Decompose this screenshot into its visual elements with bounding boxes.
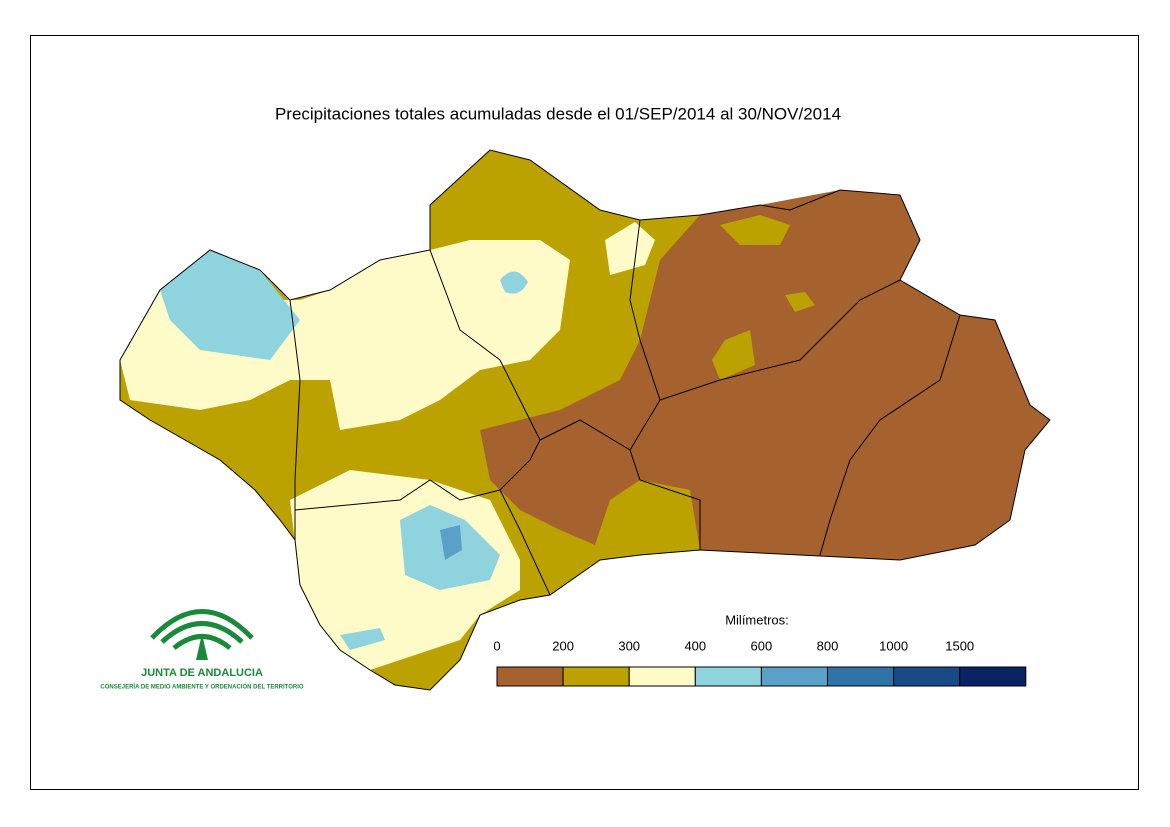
logo: JUNTA DE ANDALUCIA CONSEJERÍA DE MEDIO A… xyxy=(100,609,304,691)
legend-swatch xyxy=(628,666,696,687)
legend-swatch xyxy=(496,666,564,687)
legend-swatch xyxy=(893,666,961,687)
legend-break-label: 200 xyxy=(552,638,574,653)
legend-break-label: 400 xyxy=(684,638,706,653)
province-borders xyxy=(119,149,1051,691)
logo-name: JUNTA DE ANDALUCIA xyxy=(141,667,263,679)
logo-arc xyxy=(150,609,254,640)
legend-swatch xyxy=(959,666,1027,687)
map-title: Precipitaciones totales acumuladas desde… xyxy=(275,104,841,123)
legend-break-label: 300 xyxy=(618,638,640,653)
legend-swatch xyxy=(827,666,895,687)
logo-department: CONSEJERÍA DE MEDIO AMBIENTE Y ORDENACIÓ… xyxy=(100,683,303,691)
legend-break-label: 1000 xyxy=(879,638,908,653)
logo-arc xyxy=(160,621,244,644)
legend-break-label: 600 xyxy=(751,638,773,653)
legend-break-label: 0 xyxy=(493,638,500,653)
legend-swatch xyxy=(760,666,829,687)
legend: Milímetros: 0 200 300 400 600 800 1000 1500 xyxy=(493,612,1027,687)
legend-break-label: 800 xyxy=(817,638,839,653)
legend-break-label: 1500 xyxy=(945,638,974,653)
legend-title: Milímetros: xyxy=(725,612,789,627)
legend-swatch xyxy=(694,666,762,687)
andalusia-map xyxy=(119,149,1051,691)
legend-swatch xyxy=(562,666,630,687)
logo-mark xyxy=(196,634,208,660)
